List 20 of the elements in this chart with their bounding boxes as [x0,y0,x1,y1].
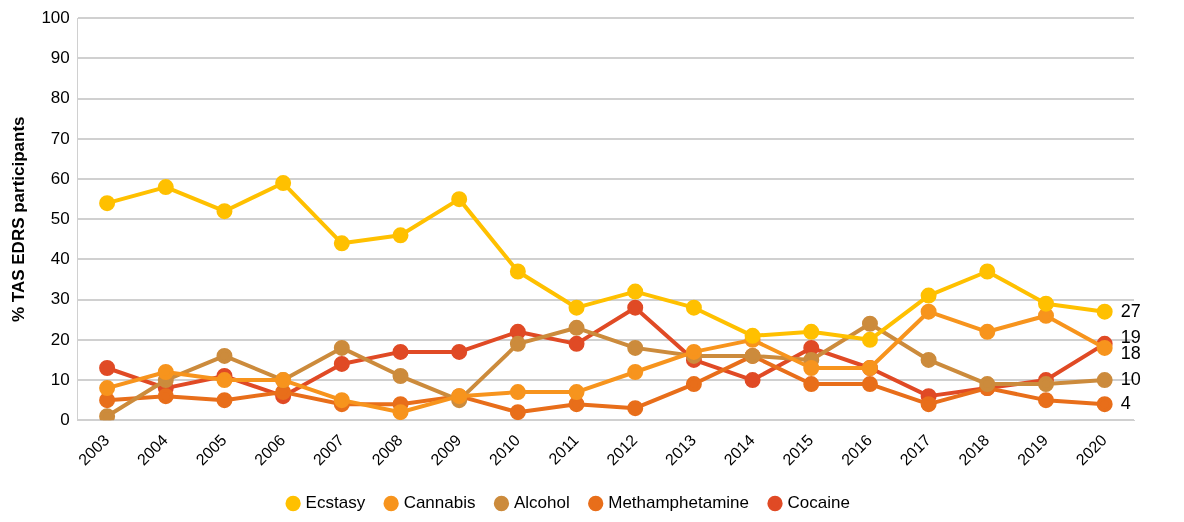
y-axis-title: % TAS EDRS participants [8,116,28,323]
data-label: 4 [1120,393,1131,414]
legend-label: Ecstasy [305,493,366,513]
y-tick-label: 90 [50,48,70,68]
y-tick-label: 0 [60,409,70,429]
legend-label: Cannabis [403,493,476,513]
y-tick-label: 40 [50,249,70,269]
y-tick-label: 80 [50,88,70,108]
legend-label: Alcohol [513,493,570,513]
y-tick-label: 100 [41,7,70,27]
legend-label: Cocaine [787,493,850,513]
y-tick-label: 50 [50,208,70,228]
data-label: 27 [1120,300,1141,321]
y-tick-label: 20 [50,329,70,349]
legend-label: Methamphetamine [608,493,750,513]
data-label: 10 [1120,369,1141,390]
y-tick-label: 60 [50,168,70,188]
y-tick-label: 30 [50,289,70,309]
y-tick-label: 70 [50,128,70,148]
y-tick-label: 10 [50,369,70,389]
